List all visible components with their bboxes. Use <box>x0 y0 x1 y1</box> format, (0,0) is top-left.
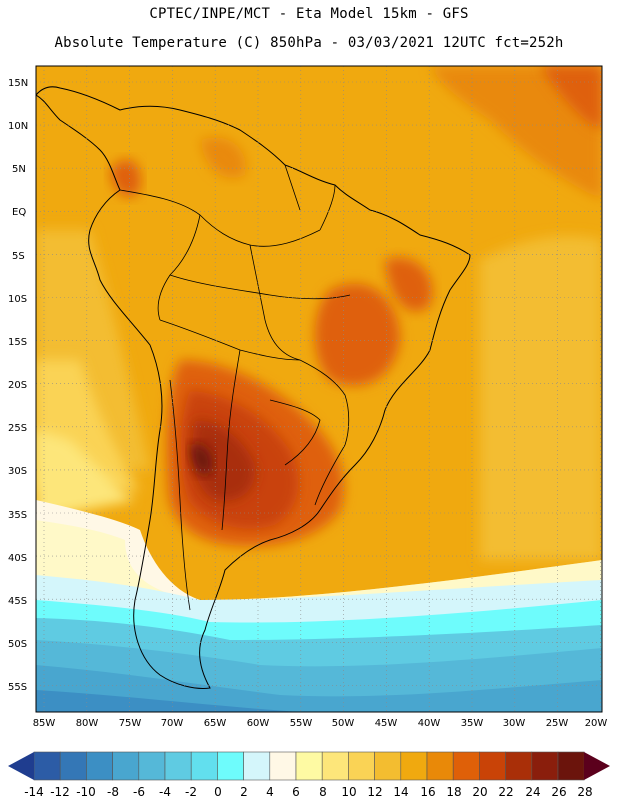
colorbar-swatch <box>138 751 166 781</box>
colorbar-label: 6 <box>292 785 300 799</box>
lat-label: 25S <box>8 423 27 434</box>
colorbar-label: 12 <box>367 785 382 799</box>
colorbar-label: -12 <box>50 785 70 799</box>
lat-label: 15S <box>8 337 27 348</box>
colorbar-label: 8 <box>319 785 327 799</box>
colorbar-swatch <box>190 751 218 781</box>
lon-label: 85W <box>33 718 56 729</box>
colorbar-label: -4 <box>159 785 171 799</box>
colorbar-label: 2 <box>240 785 248 799</box>
title-line-1: CPTEC/INPE/MCT - Eta Model 15km - GFS <box>149 6 469 22</box>
colorbar-label: 24 <box>525 785 540 799</box>
lon-label: 40W <box>418 718 441 729</box>
colorbar-swatch <box>452 751 480 781</box>
colorbar-label: 20 <box>472 785 487 799</box>
lon-label: 55W <box>290 718 313 729</box>
colorbar-label: 28 <box>577 785 592 799</box>
lat-label: 30S <box>8 466 27 477</box>
coastline <box>36 86 471 689</box>
lon-label: 45W <box>375 718 398 729</box>
lon-label: 30W <box>503 718 526 729</box>
colorbar-label: -8 <box>107 785 119 799</box>
lat-label: 15N <box>8 78 28 89</box>
colorbar-label: 10 <box>341 785 356 799</box>
colorbar-swatch <box>505 751 533 781</box>
lat-label: 5N <box>12 164 26 175</box>
country-borders <box>119 164 351 611</box>
colorbar-label: 0 <box>214 785 222 799</box>
colorbar-swatch <box>86 751 113 781</box>
colorbar-swatch <box>348 751 375 781</box>
lon-label: 75W <box>119 718 142 729</box>
lon-label: 65W <box>204 718 227 729</box>
colorbar-swatch <box>374 751 402 781</box>
map-frame <box>35 65 603 713</box>
lon-label: 20W <box>585 718 608 729</box>
title-line-2: Absolute Temperature (C) 850hPa - 03/03/… <box>54 35 564 51</box>
lat-label: 20S <box>8 380 27 391</box>
colorbar-swatch <box>295 751 323 781</box>
colorbar-swatch <box>164 751 192 781</box>
colorbar-swatch <box>426 751 454 781</box>
colorbar-label: 22 <box>498 785 513 799</box>
lon-label: 80W <box>76 718 99 729</box>
lat-label: EQ <box>12 207 26 218</box>
colorbar-swatch <box>557 751 585 781</box>
colorbar-labels: -14 -12 -10 -8 -6 -4 -2 0 2 4 6 8 10 12 … <box>24 785 592 799</box>
colorbar-label: 4 <box>266 785 274 799</box>
colorbar-swatch <box>479 751 506 781</box>
colorbar-swatch <box>269 751 297 781</box>
lat-label: 10N <box>8 121 28 132</box>
latitude-axis: 15N 10N 5N EQ 5S 10S 15S 20S 25S 30S 35S… <box>8 78 28 693</box>
lat-label: 40S <box>8 553 27 564</box>
colorbar-label: 18 <box>446 785 461 799</box>
colorbar-label: 14 <box>393 785 408 799</box>
lon-label: 50W <box>332 718 355 729</box>
lat-label: 35S <box>8 510 27 521</box>
colorbar-swatch <box>243 751 271 781</box>
longitude-axis: 85W 80W 75W 70W 65W 60W 55W 50W 45W 40W … <box>33 718 608 729</box>
lon-label: 60W <box>247 718 270 729</box>
colorbar-swatch <box>33 751 61 781</box>
lon-label: 35W <box>461 718 484 729</box>
lat-label: 55S <box>8 682 27 693</box>
colorbar-swatch <box>217 751 244 781</box>
lon-label: 70W <box>161 718 184 729</box>
colorbar-swatch <box>531 751 559 781</box>
lat-label: 10S <box>8 294 27 305</box>
colorbar <box>33 751 585 781</box>
colorbar-swatch <box>112 751 140 781</box>
colorbar-label: 16 <box>420 785 435 799</box>
colorbar-low-arrow <box>8 752 34 780</box>
lat-label: 45S <box>8 596 27 607</box>
colorbar-swatch <box>59 751 87 781</box>
colorbar-label: -6 <box>133 785 145 799</box>
lon-label: 25W <box>546 718 569 729</box>
temperature-field <box>36 66 602 712</box>
lat-label: 5S <box>12 251 25 262</box>
colorbar-swatch <box>321 751 349 781</box>
colorbar-label: -14 <box>24 785 44 799</box>
colorbar-label: 26 <box>551 785 566 799</box>
colorbar-label: -2 <box>185 785 197 799</box>
colorbar-swatch <box>400 751 428 781</box>
colorbar-high-arrow <box>584 752 610 780</box>
lat-label: 50S <box>8 639 27 650</box>
colorbar-label: -10 <box>76 785 96 799</box>
